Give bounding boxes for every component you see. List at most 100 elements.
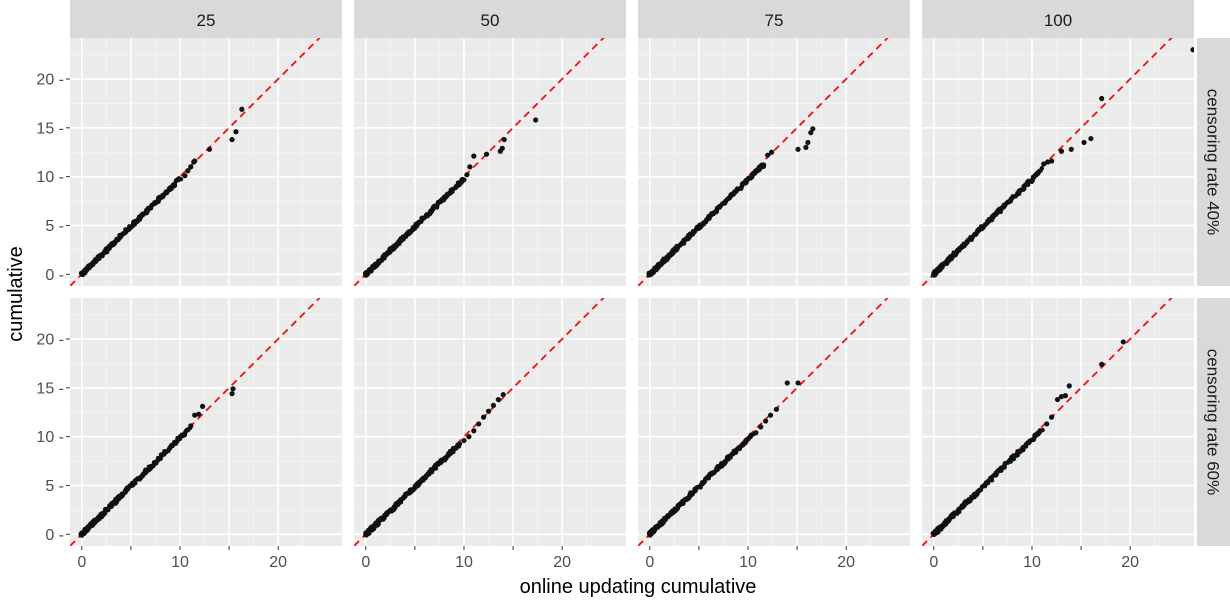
data-point — [1081, 139, 1087, 146]
data-point — [768, 149, 775, 155]
facet-panel — [638, 38, 910, 286]
data-point — [192, 412, 198, 418]
data-point — [1058, 148, 1065, 154]
data-point — [1054, 396, 1061, 403]
y-tick-label: 10 - — [36, 169, 64, 186]
data-point — [1039, 166, 1045, 171]
data-point — [476, 421, 482, 427]
data-point — [1044, 421, 1050, 427]
data-point — [1045, 159, 1051, 165]
panel-plot-area — [638, 38, 889, 286]
data-point — [471, 153, 477, 159]
column-strip — [70, 0, 342, 38]
y-tick-label: 5 - — [45, 478, 64, 495]
row-strip — [1197, 38, 1230, 286]
data-point — [767, 412, 774, 418]
data-point — [182, 173, 188, 179]
data-point — [805, 139, 811, 146]
data-point — [462, 177, 467, 183]
y-tick-label: 15 - — [36, 120, 64, 137]
data-point — [1120, 339, 1126, 345]
row-strip — [1197, 298, 1230, 546]
data-point — [1062, 393, 1068, 399]
data-point — [808, 130, 814, 136]
x-tick-label: 20 — [837, 554, 855, 571]
column-strip-label: 50 — [481, 11, 500, 30]
data-point — [803, 144, 809, 150]
column-strip — [638, 0, 910, 38]
data-point — [188, 164, 194, 170]
data-point — [533, 117, 539, 123]
data-point — [1099, 361, 1105, 367]
facet-panel — [354, 298, 626, 546]
data-point — [1066, 383, 1072, 389]
facet-panel — [922, 298, 1194, 546]
x-tick-label: 0 — [361, 554, 370, 571]
data-point — [239, 106, 245, 112]
data-point — [229, 136, 235, 143]
x-tick-label: 0 — [77, 554, 86, 571]
column-strip — [922, 0, 1194, 38]
y-tick-label: 5 - — [45, 218, 64, 235]
data-point — [1041, 161, 1047, 167]
panel-plot-area — [922, 298, 1173, 546]
facet-strips: 25 50 75 100 censoring rate 40% censoring rat… — [70, 0, 1230, 546]
x-tick-label: 10 — [1023, 554, 1041, 571]
data-point — [500, 392, 506, 398]
data-point — [490, 402, 497, 409]
data-point — [795, 380, 801, 386]
data-point — [1099, 95, 1105, 102]
facet-panel — [70, 38, 342, 286]
data-point — [233, 129, 239, 135]
data-point — [457, 441, 463, 446]
data-point — [185, 168, 191, 174]
x-tick-label: 10 — [739, 554, 757, 571]
data-point — [761, 162, 767, 168]
data-point — [481, 414, 487, 420]
data-point — [1068, 146, 1074, 152]
data-point — [188, 423, 194, 429]
axes: 0 - 5 - 10 - 15 - 20 - 0 - 5 - 10 - 15 - 20 - 0 10 2… — [36, 72, 1139, 571]
panel-plot-area — [70, 38, 321, 286]
data-point — [758, 424, 764, 430]
panel-plot-area — [638, 298, 889, 546]
data-point — [178, 176, 184, 182]
data-point — [196, 411, 202, 417]
x-tick-label: 20 — [269, 554, 287, 571]
facet-panel — [70, 298, 342, 546]
data-point — [1049, 414, 1055, 420]
panel-plot-area — [354, 298, 605, 546]
data-point — [466, 434, 472, 440]
data-point — [1190, 47, 1194, 53]
x-tick-label: 20 — [1121, 554, 1139, 571]
panels — [70, 38, 1194, 546]
data-point — [1088, 135, 1094, 142]
x-tick-label: 0 — [645, 554, 654, 571]
facet-panel — [638, 298, 910, 546]
x-tick-label: 10 — [455, 554, 473, 571]
data-point — [810, 126, 816, 132]
data-point — [192, 158, 198, 164]
column-strip — [354, 0, 626, 38]
data-point — [467, 164, 473, 170]
y-tick-label: 20 - — [36, 332, 64, 349]
data-point — [773, 406, 780, 412]
panel-plot-area — [70, 298, 321, 546]
y-tick-label: 10 - — [36, 429, 64, 446]
y-axis-label: cumulative — [5, 246, 27, 342]
data-point — [501, 136, 507, 143]
data-point — [464, 172, 470, 178]
data-point — [230, 386, 236, 392]
x-tick-label: 20 — [553, 554, 571, 571]
column-strip-label: 100 — [1044, 11, 1072, 30]
data-point — [1058, 394, 1065, 400]
x-tick-label: 0 — [929, 554, 938, 571]
column-strip-label: 75 — [765, 11, 784, 30]
facet-panel — [354, 38, 626, 286]
y-tick-label: 0 - — [45, 267, 64, 284]
row-strip-label: censoring rate 40% — [1204, 89, 1223, 235]
data-point — [206, 146, 213, 152]
panel-plot-area — [354, 38, 605, 286]
data-point — [1040, 427, 1045, 433]
